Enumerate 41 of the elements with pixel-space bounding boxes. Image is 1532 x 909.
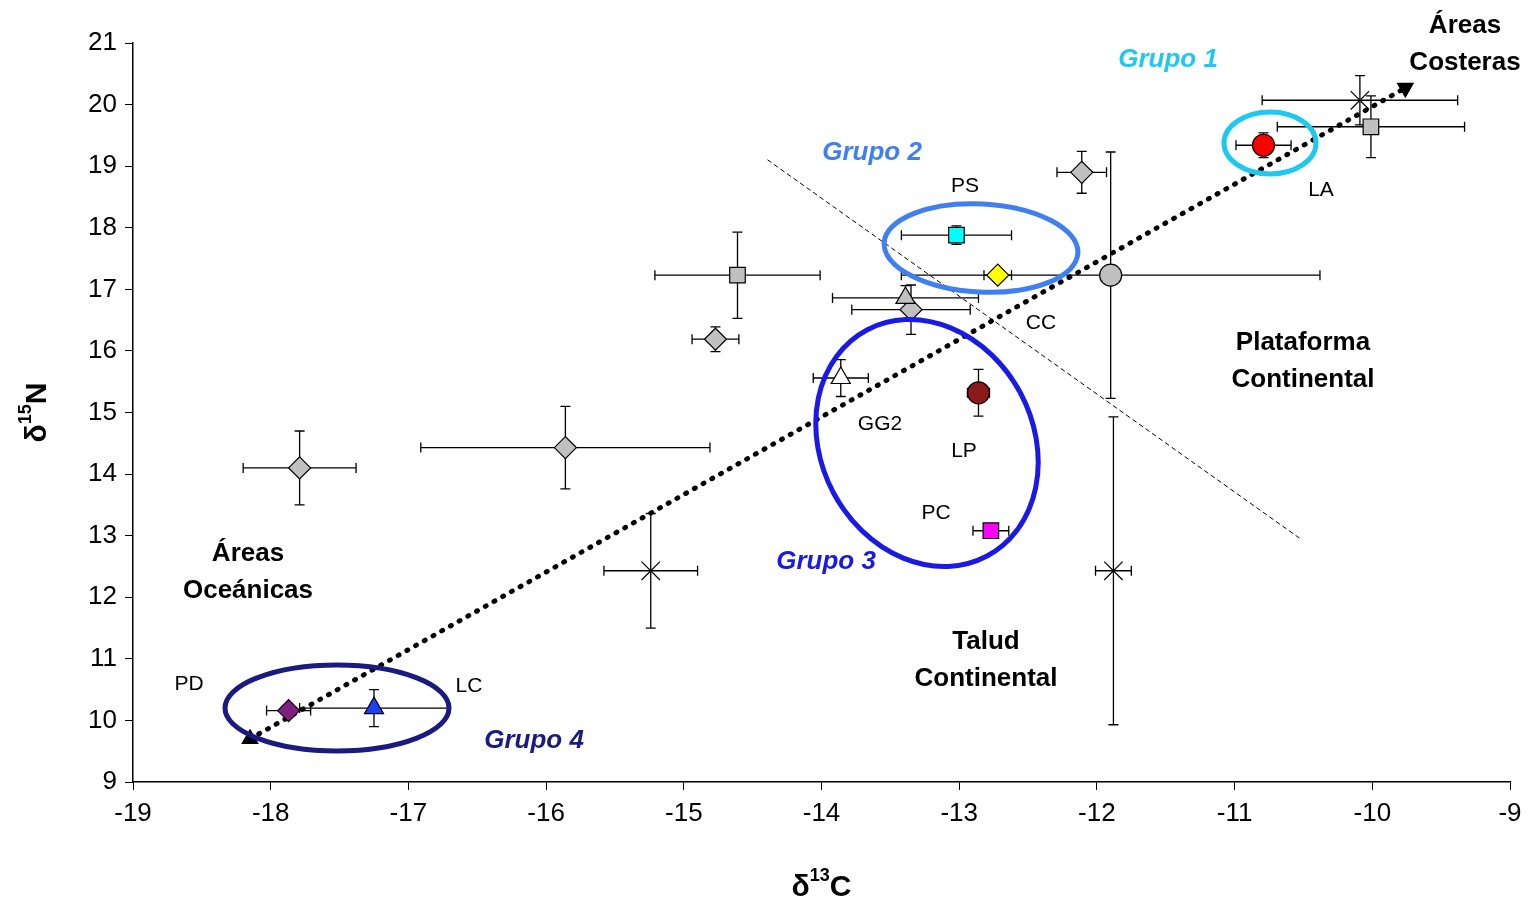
annotation: CC (1025, 309, 1057, 333)
annotation: PD (174, 670, 204, 694)
y-tick-label: 17 (88, 272, 117, 303)
y-tick-label: 15 (88, 395, 117, 426)
annotation: GG2 (857, 410, 903, 434)
x-tick-label: -16 (527, 796, 565, 827)
x-tick-label: -12 (1078, 796, 1116, 827)
x-tick-label: -17 (389, 796, 428, 827)
x-tick-label: -10 (1353, 796, 1392, 827)
annotation: PS (950, 172, 980, 196)
y-tick-label: 19 (88, 149, 117, 180)
annotation: Áreas Oceánicas (182, 537, 314, 605)
y-tick-label: 9 (102, 765, 117, 796)
annotation: Grupo 3 (776, 545, 877, 576)
annotation: LA (1308, 176, 1334, 200)
annotation: Grupo 2 (822, 136, 923, 167)
annotation: Talud Continental (914, 625, 1058, 693)
y-axis-title: δ15N (14, 382, 53, 443)
x-tick-label: -14 (802, 796, 841, 827)
x-tick-label: -18 (251, 796, 290, 827)
y-tick-label: 12 (88, 580, 117, 611)
annotation: Plataforma Continental (1231, 326, 1375, 394)
y-tick-label: 10 (88, 703, 117, 734)
annotation: LC (455, 672, 483, 696)
y-tick-label: 20 (88, 87, 117, 118)
annotation: Grupo 4 (484, 724, 585, 755)
annotation: Áreas Costeras (1409, 9, 1521, 77)
y-tick-label: 14 (88, 457, 117, 488)
x-tick-label: -11 (1216, 796, 1253, 827)
annotation: Grupo 1 (1118, 43, 1218, 74)
x-tick-label: -15 (665, 796, 703, 827)
x-tick-label: -19 (114, 796, 152, 827)
y-tick-label: 13 (88, 518, 117, 549)
y-tick-label: 18 (88, 210, 117, 241)
y-tick-label: 11 (90, 642, 117, 673)
annotation: PC (921, 499, 951, 523)
x-tick-label: -13 (940, 796, 978, 827)
annotation: LP (951, 437, 977, 461)
y-tick-label: 16 (88, 334, 117, 365)
y-tick-label: 21 (88, 26, 117, 57)
x-tick-label: -9 (1498, 796, 1522, 827)
